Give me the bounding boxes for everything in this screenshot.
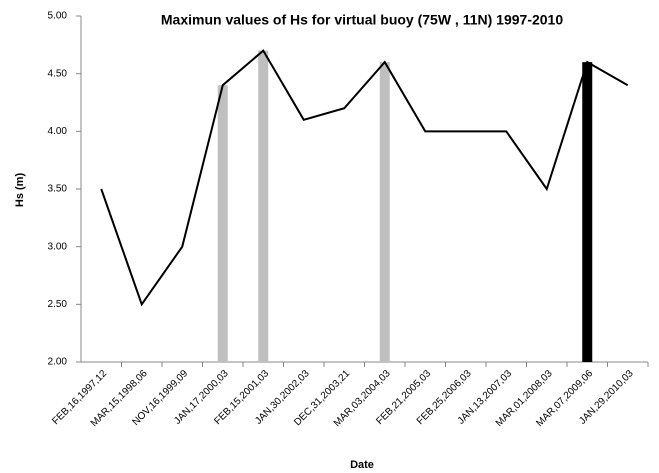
y-tick-label: 5.00 (48, 11, 68, 22)
chart-title: Maximun values of Hs for virtual buoy (7… (161, 12, 563, 28)
bar (258, 50, 269, 362)
bar (379, 62, 390, 363)
y-tick-label: 2.50 (48, 299, 68, 310)
x-axis-label: Date (350, 459, 374, 471)
bar (217, 85, 228, 362)
y-tick-label: 4.50 (48, 68, 68, 79)
line (100, 49, 629, 307)
y-tick-label: 4.00 (48, 126, 68, 137)
y-tick-label: 2.00 (48, 357, 68, 368)
bar (582, 62, 593, 363)
y-axis-label: Hs (m) (14, 173, 26, 208)
y-tick-label: 3.50 (48, 184, 68, 195)
y-tick-label: 3.00 (48, 241, 68, 252)
